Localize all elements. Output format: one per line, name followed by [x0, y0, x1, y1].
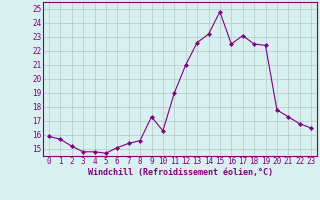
X-axis label: Windchill (Refroidissement éolien,°C): Windchill (Refroidissement éolien,°C)	[87, 168, 273, 177]
